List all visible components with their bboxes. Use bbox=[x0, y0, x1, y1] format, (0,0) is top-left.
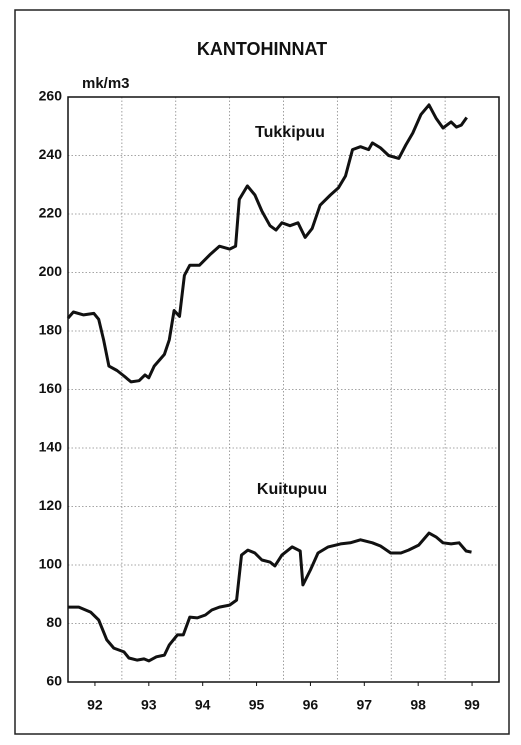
line-series bbox=[66, 103, 468, 384]
x-tick-label: 95 bbox=[249, 697, 265, 713]
series-label: Tukkipuu bbox=[255, 124, 325, 141]
x-tick-label: 98 bbox=[410, 697, 426, 713]
y-tick-label: 200 bbox=[39, 263, 63, 279]
x-tick-label: 99 bbox=[464, 697, 480, 713]
frame bbox=[14, 9, 510, 735]
y-tick-label: 60 bbox=[46, 673, 62, 689]
y-tick-label: 260 bbox=[39, 88, 63, 104]
x-tick-label: 96 bbox=[303, 697, 319, 713]
y-tick-label: 140 bbox=[39, 439, 63, 455]
x-tick-label: 94 bbox=[195, 697, 211, 713]
x-tick-label: 97 bbox=[357, 697, 373, 713]
line-series bbox=[68, 531, 472, 663]
y-tick-label: 120 bbox=[39, 497, 63, 513]
y-axis-label: mk/m3 bbox=[82, 75, 130, 92]
y-tick-label: 180 bbox=[39, 322, 63, 338]
x-tick-label: 93 bbox=[141, 697, 157, 713]
y-tick-label: 220 bbox=[39, 205, 63, 221]
series-label: Kuitupuu bbox=[257, 481, 327, 498]
y-tick-label: 80 bbox=[46, 614, 62, 630]
y-tick-label: 160 bbox=[39, 380, 63, 396]
plot-area bbox=[67, 96, 500, 683]
y-tick-label: 240 bbox=[39, 146, 63, 162]
chart-title: KANTOHINNAT bbox=[197, 39, 327, 59]
x-tick-label: 92 bbox=[87, 697, 103, 713]
y-tick-label: 100 bbox=[39, 556, 63, 572]
